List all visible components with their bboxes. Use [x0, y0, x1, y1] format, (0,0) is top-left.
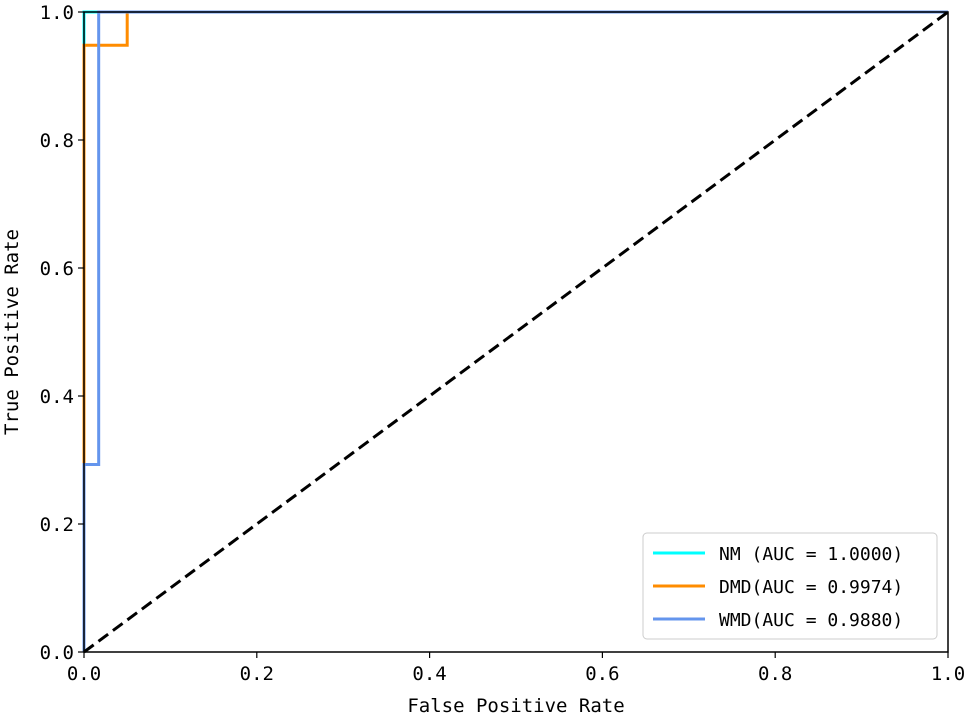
x-tick-label: 1.0: [931, 663, 965, 685]
x-tick-label: 0.0: [67, 663, 101, 685]
y-axis: 0.0 0.2 0.4 0.6 0.8 1.0: [40, 2, 84, 664]
x-tick-label: 0.2: [240, 663, 274, 685]
legend-label-nm: NM (AUC = 1.0000): [719, 544, 903, 565]
y-tick-label: 1.0: [40, 2, 74, 24]
x-tick-label: 0.4: [412, 663, 446, 685]
x-tick-label: 0.8: [758, 663, 792, 685]
x-axis: 0.0 0.2 0.4 0.6 0.8 1.0: [67, 652, 965, 685]
plot-frame: [83, 11, 949, 653]
y-tick-label: 0.2: [40, 514, 74, 536]
y-tick-label: 0.0: [40, 642, 74, 664]
y-axis-label: True Positive Rate: [1, 229, 23, 435]
x-axis-label: False Positive Rate: [407, 695, 624, 716]
y-tick-label: 0.4: [40, 386, 74, 408]
legend-box: [642, 532, 938, 640]
legend-label-wmd: WMD(AUC = 0.9880): [719, 610, 903, 631]
y-tick-label: 0.6: [40, 258, 74, 280]
legend-label-dmd: DMD(AUC = 0.9974): [719, 577, 903, 598]
legend: NM (AUC = 1.0000) DMD(AUC = 0.9974) WMD(…: [642, 532, 938, 640]
x-tick-label: 0.6: [585, 663, 619, 685]
y-tick-label: 0.8: [40, 130, 74, 152]
